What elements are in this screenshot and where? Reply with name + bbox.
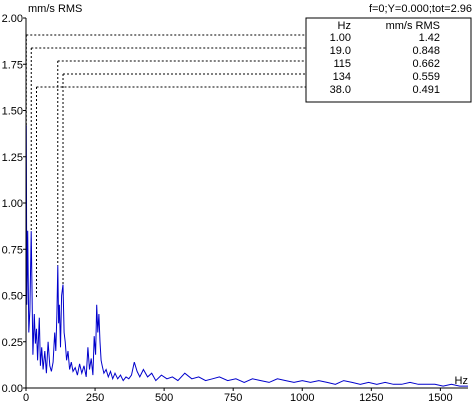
peak-table-hz-cell: 115: [333, 58, 351, 70]
peak-table-frame: [305, 17, 472, 103]
y-tick-label: 1.75: [2, 59, 23, 71]
x-tick-label: 0: [23, 392, 29, 404]
x-tick-label: 250: [86, 392, 104, 404]
x-tick-label: 1250: [359, 392, 383, 404]
peak-table-header-hz: Hz: [338, 20, 351, 32]
peak-leader-lines: [25, 34, 306, 298]
peak-table-amp-cell: 1.42: [419, 32, 440, 44]
x-axis-label: Hz: [455, 375, 468, 387]
peak-table-amp-cell: 0.848: [412, 45, 440, 57]
y-tick-label: 0.50: [2, 291, 23, 303]
peak-table-header-amp: mm/s RMS: [386, 20, 440, 32]
peak-table-hz-cell: 1.00: [330, 32, 351, 44]
x-tick-label: 1000: [290, 392, 314, 404]
x-tick-label: 750: [224, 392, 242, 404]
x-ticks: 0 250 500 750 1000 1250 1500: [23, 388, 453, 404]
peak-table-amp-cell: 0.662: [412, 58, 440, 70]
peak-table-amp-cell: 0.491: [412, 84, 440, 96]
spectrum-line: [25, 125, 468, 387]
peak-table-hz-cell: 134: [333, 71, 351, 83]
y-tick-label: 0.75: [2, 244, 23, 256]
peak-table: Hz mm/s RMS 1.00 1.42 19.0 0.848 115 0.662 134…: [305, 17, 472, 103]
y-tick-label: 0.00: [2, 383, 23, 395]
y-ticks: 0.00 0.25 0.50 0.75 1.00 1.25 1.50 1.75 2.00: [2, 13, 26, 395]
y-tick-label: 1.00: [2, 198, 23, 210]
peak-table-hz-cell: 38.0: [330, 84, 351, 96]
x-tick-label: 500: [155, 392, 173, 404]
status-readout: f=0;Y=0.000;tot=2.96: [369, 3, 472, 15]
y-tick-label: 0.25: [2, 337, 23, 349]
y-tick-label: 1.50: [2, 106, 23, 118]
y-tick-label: 2.00: [2, 13, 23, 25]
peak-table-rows: 1.00 1.42 19.0 0.848 115 0.662 134 0.559 38.0 0.4…: [330, 32, 440, 96]
y-tick-label: 1.25: [2, 152, 23, 164]
x-tick-label: 1500: [428, 392, 452, 404]
peak-table-amp-cell: 0.559: [412, 71, 440, 83]
peak-table-hz-cell: 19.0: [330, 45, 351, 57]
y-axis-label: mm/s RMS: [28, 3, 82, 15]
